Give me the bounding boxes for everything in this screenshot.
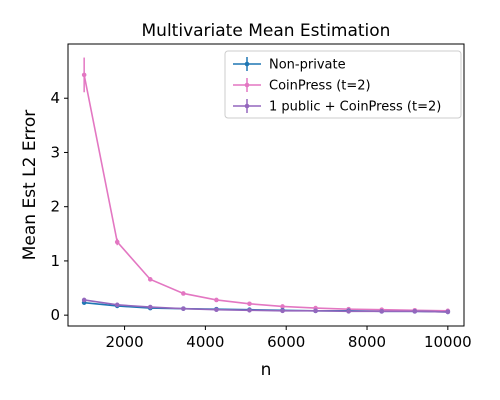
legend-label: Non-private [269, 58, 346, 73]
data-point [280, 304, 285, 309]
data-point [445, 309, 451, 315]
data-point [313, 308, 318, 314]
series-line [83, 74, 448, 312]
data-point [214, 297, 219, 303]
y-tick-label: 4 [50, 89, 60, 107]
y-tick-label: 0 [50, 306, 60, 324]
series-line [84, 299, 448, 313]
legend-marker-swatch [244, 103, 250, 109]
x-tick-label: 4000 [186, 333, 224, 351]
legend-marker-swatch [244, 61, 250, 67]
x-tick-label: 2000 [105, 333, 143, 351]
legend-entry: 1 public + CoinPress (t=2) [233, 99, 441, 115]
legend-entry: Non-private [233, 57, 346, 73]
chart-title: Multivariate Mean Estimation [142, 21, 391, 41]
data-point [247, 307, 252, 313]
data-point [412, 309, 418, 314]
data-point [147, 277, 153, 282]
data-point [346, 309, 351, 314]
legend-entry: CoinPress (t=2) [233, 78, 371, 94]
legend-label: 1 public + CoinPress (t=2) [269, 100, 441, 115]
data-point [114, 302, 120, 308]
data-point [214, 307, 219, 313]
series-group [81, 57, 451, 314]
y-tick-label: 1 [50, 252, 60, 270]
legend-marker-swatch [244, 82, 250, 88]
axes-frame [67, 43, 465, 327]
x-tick-label: 8000 [348, 333, 386, 351]
y-tick-label: 3 [50, 143, 60, 161]
axes: 2000 4000 6000 8000 10000 0 1 2 3 4 [50, 43, 472, 351]
data-point [114, 239, 120, 245]
y-axis-label: Mean Est L2 Error [20, 110, 40, 261]
data-point [247, 301, 252, 307]
plot-area [81, 57, 451, 315]
data-point [147, 304, 153, 310]
y-tick-label: 2 [50, 198, 60, 216]
x-tick-label: 6000 [267, 333, 305, 351]
x-axis-label: n [261, 360, 272, 380]
legend-box [224, 50, 462, 119]
legend: Non-private CoinPress (t=2) 1 public + Coi… [224, 50, 462, 119]
data-point [81, 297, 87, 303]
legend-label: CoinPress (t=2) [269, 79, 371, 94]
x-tick-label: 10000 [424, 333, 472, 351]
series-group [81, 297, 451, 315]
data-point [280, 308, 285, 314]
data-point [379, 309, 385, 314]
data-point [181, 306, 186, 311]
data-point [181, 291, 186, 296]
data-point [81, 72, 87, 78]
